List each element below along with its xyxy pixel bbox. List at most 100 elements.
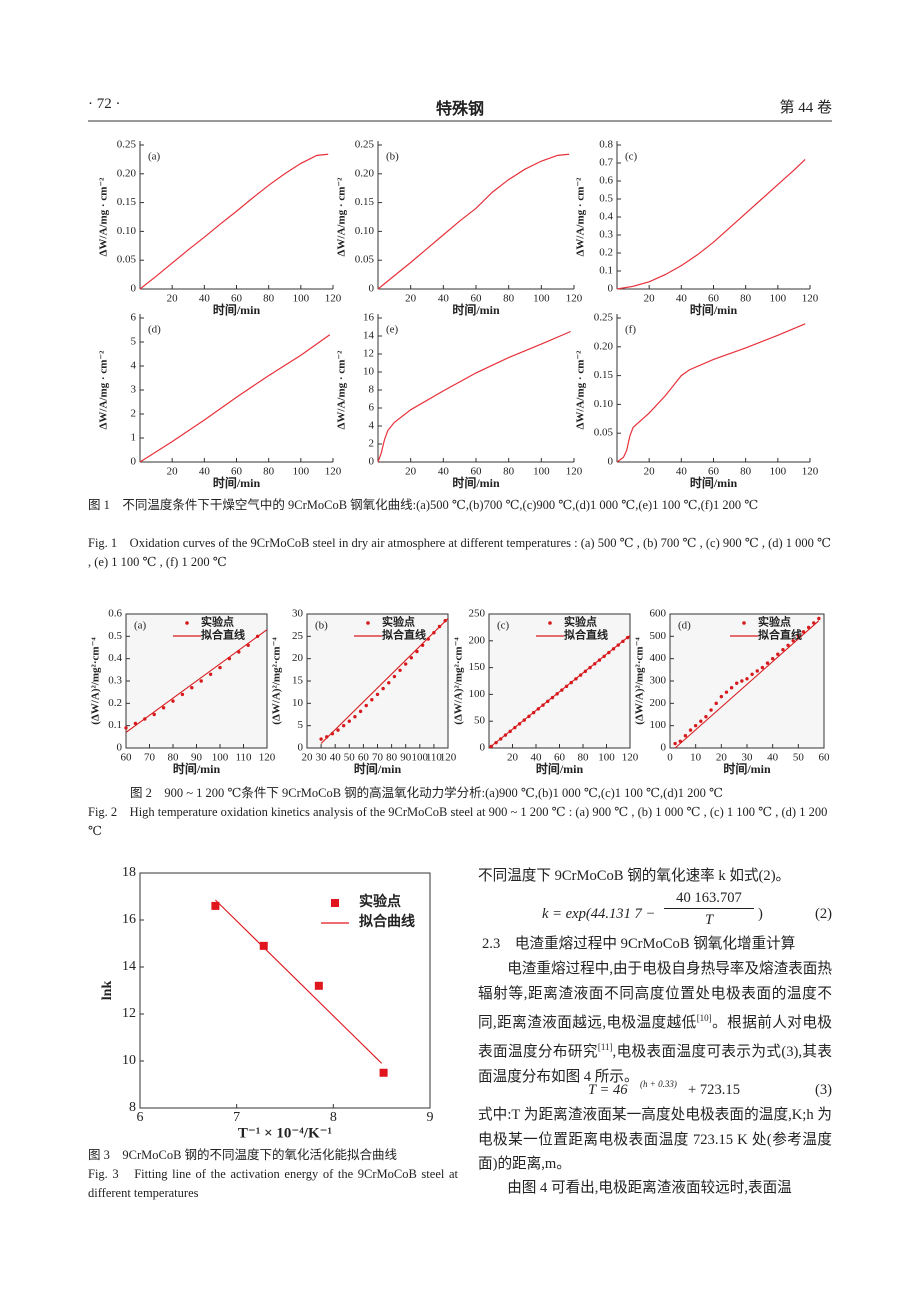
point: [673, 741, 677, 746]
y-tick-label: 0.20: [355, 167, 375, 179]
legend-label: 拟合直线: [758, 628, 802, 642]
legend-marker: [742, 621, 746, 625]
point: [724, 690, 729, 694]
x-tick-label: 30: [316, 752, 328, 764]
point: [735, 681, 739, 685]
y-tick-label: 0.15: [355, 196, 375, 208]
y-tick-label: 0.6: [108, 608, 122, 620]
panel-label: (d): [678, 620, 691, 632]
point: [392, 674, 397, 679]
x-tick-label: 90: [191, 752, 203, 764]
y-tick-label: 10: [363, 366, 375, 378]
volume: 第 44 卷: [779, 100, 832, 116]
x-tick-label: 60: [121, 752, 133, 764]
y-tick-label: 0.4: [599, 211, 613, 223]
y-axis-label: lnk: [100, 981, 115, 1001]
point: [199, 679, 203, 683]
x-tick-label: 60: [708, 293, 720, 305]
y-tick-label: 16: [363, 312, 375, 324]
paragraph: 式中:T 为距离渣液面某一高度处电极表面的温度,K;h 为电极某一位置距离电极表…: [478, 1107, 832, 1172]
caption: 图 1 不同温度条件下干燥空气中的 9CrMoCoB 钢氧化曲线:(a)500 …: [88, 498, 759, 512]
x-tick-label: 0: [667, 752, 673, 764]
point: [709, 708, 713, 712]
paragraph: 电渣重熔过程中,由于电极自身热导率及熔渣表面热辐射等,距离渣液面不同高度位置处电…: [478, 957, 832, 1089]
y-tick-label: 0.05: [117, 254, 137, 266]
point: [786, 643, 790, 647]
x-tick-label: 40: [676, 466, 688, 478]
x-tick-label: 30: [742, 752, 754, 764]
x-axis-label: T⁻¹ × 10⁻⁴/K⁻¹: [238, 1125, 332, 1141]
eq-exp: (h + 0.33): [640, 1079, 677, 1089]
legend-marker: [366, 621, 370, 625]
y-tick-label: 0.8: [599, 139, 613, 151]
y-tick-label: 0.25: [117, 139, 137, 151]
point: [776, 652, 780, 656]
y-tick-label: 5: [298, 719, 304, 731]
y-tick-label: 8: [129, 1100, 136, 1115]
section-heading: 2.3 电渣重熔过程中 9CrMoCoB 钢氧化增重计算: [482, 936, 796, 952]
x-tick-label: 20: [507, 752, 519, 764]
x-axis-label: 时间/min: [690, 302, 738, 317]
point: [765, 661, 770, 665]
legend-label: 拟合直线: [382, 628, 426, 642]
point: [364, 703, 368, 708]
x-tick-label: 80: [503, 466, 515, 478]
series-line: [125, 629, 268, 733]
x-tick-label: 60: [231, 293, 243, 305]
x-tick-label: 80: [578, 752, 590, 764]
x-tick-label: 10: [690, 752, 702, 764]
point: [379, 1068, 388, 1077]
y-tick-label: 2: [369, 438, 375, 450]
eq-num: 40 163.707: [664, 888, 754, 909]
y-tick-label: 30: [292, 608, 304, 620]
point: [314, 981, 323, 990]
x-tick-label: 60: [471, 466, 483, 478]
y-tick-label: 100: [650, 719, 667, 731]
x-tick-label: 120: [325, 293, 342, 305]
x-tick-label: 40: [330, 752, 342, 764]
legend-label: 实验点: [758, 615, 791, 629]
x-tick-label: 100: [293, 466, 310, 478]
y-tick-label: 1: [131, 432, 137, 444]
point: [370, 698, 374, 702]
y-tick-label: 250: [469, 608, 486, 620]
y-tick-label: 5: [131, 336, 137, 348]
x-tick-label: 20: [405, 293, 417, 305]
y-axis-label: ΔW/A/mg · cm⁻²: [98, 350, 110, 430]
point: [180, 692, 185, 697]
y-tick-label: 0.6: [599, 175, 613, 187]
series-line: [377, 153, 570, 290]
y-tick-label: 20: [292, 652, 304, 664]
y-tick-label: 14: [122, 959, 136, 974]
y-tick-label: 0.15: [117, 196, 137, 208]
point: [336, 728, 340, 732]
y-tick-label: 0.15: [594, 369, 614, 381]
x-tick-label: 120: [259, 752, 276, 764]
series-line: [215, 899, 383, 1064]
legend-label: 拟合直线: [201, 628, 245, 642]
eq-number: (3): [814, 1082, 832, 1098]
point: [375, 692, 380, 697]
point: [750, 672, 754, 676]
point: [714, 701, 718, 706]
x-tick-label: 70: [144, 752, 156, 764]
x-tick-label: 60: [819, 752, 831, 764]
series-line: [488, 635, 631, 749]
x-tick-label: 100: [533, 293, 550, 305]
series-line: [616, 323, 806, 463]
y-tick-label: 400: [650, 652, 667, 664]
y-tick-label: 0: [480, 742, 486, 754]
caption: Fig. 2 High temperature oxidation kineti…: [88, 805, 828, 838]
point: [760, 665, 765, 670]
legend-marker: [548, 621, 552, 625]
y-tick-label: 0.05: [355, 254, 375, 266]
y-axis-label: ΔW/A/mg · cm⁻²: [336, 177, 348, 257]
paragraph: 不同温度下 9CrMoCoB 钢的氧化速率 k 如式(2)。: [478, 868, 791, 884]
y-axis-label: (ΔW/A)²/mg²·cm⁻⁴: [271, 637, 283, 725]
x-tick-label: 40: [438, 293, 450, 305]
x-tick-label: 50: [344, 752, 356, 764]
eq-rest: + 723.15: [688, 1082, 741, 1098]
y-tick-label: 0.5: [599, 193, 613, 205]
y-tick-label: 0: [131, 456, 137, 468]
x-tick-label: 60: [358, 752, 370, 764]
